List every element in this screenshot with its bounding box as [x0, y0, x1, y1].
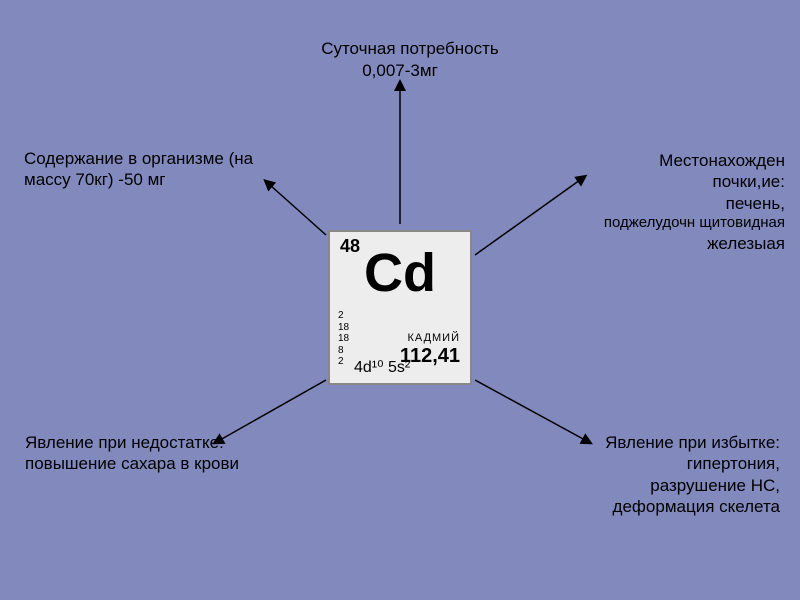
excess-text: Явление при избытке: гипертония, разруше…: [530, 432, 780, 517]
daily-need-label: Суточная потребность: [300, 38, 520, 59]
element-name: КАДМИЙ: [407, 332, 460, 344]
excess-line1: Явление при избытке:: [530, 432, 780, 453]
element-symbol: Cd: [364, 246, 436, 300]
location-line4: поджелудочн щитовидная: [585, 214, 785, 233]
location-line1: Местонахожден: [585, 150, 785, 171]
location-text: Местонахожден почки,ие: печень, поджелуд…: [585, 150, 785, 254]
location-line5: железыая: [585, 233, 785, 254]
deficiency-line1: Явление при недостатке:: [25, 432, 285, 453]
location-line3: печень,: [585, 193, 785, 214]
excess-line2: гипертония,: [530, 453, 780, 474]
element-tile: 48 Cd 2181882 КАДМИЙ 112,41 4d¹⁰ 5s²: [328, 230, 472, 385]
excess-line4: деформация скелета: [530, 496, 780, 517]
electron-shells: 2181882: [338, 310, 349, 368]
daily-need-value: 0,007-3мг: [300, 60, 500, 81]
orbital-config: 4d¹⁰ 5s²: [354, 357, 410, 377]
deficiency-line2: повышение сахара в крови: [25, 453, 285, 474]
location-line2: почки,ие:: [585, 171, 785, 192]
body-content-text: Содержание в организме (на массу 70кг) -…: [24, 148, 269, 191]
excess-line3: разрушение НС,: [530, 475, 780, 496]
atomic-number: 48: [340, 236, 360, 257]
deficiency-text: Явление при недостатке: повышение сахара…: [25, 432, 285, 475]
